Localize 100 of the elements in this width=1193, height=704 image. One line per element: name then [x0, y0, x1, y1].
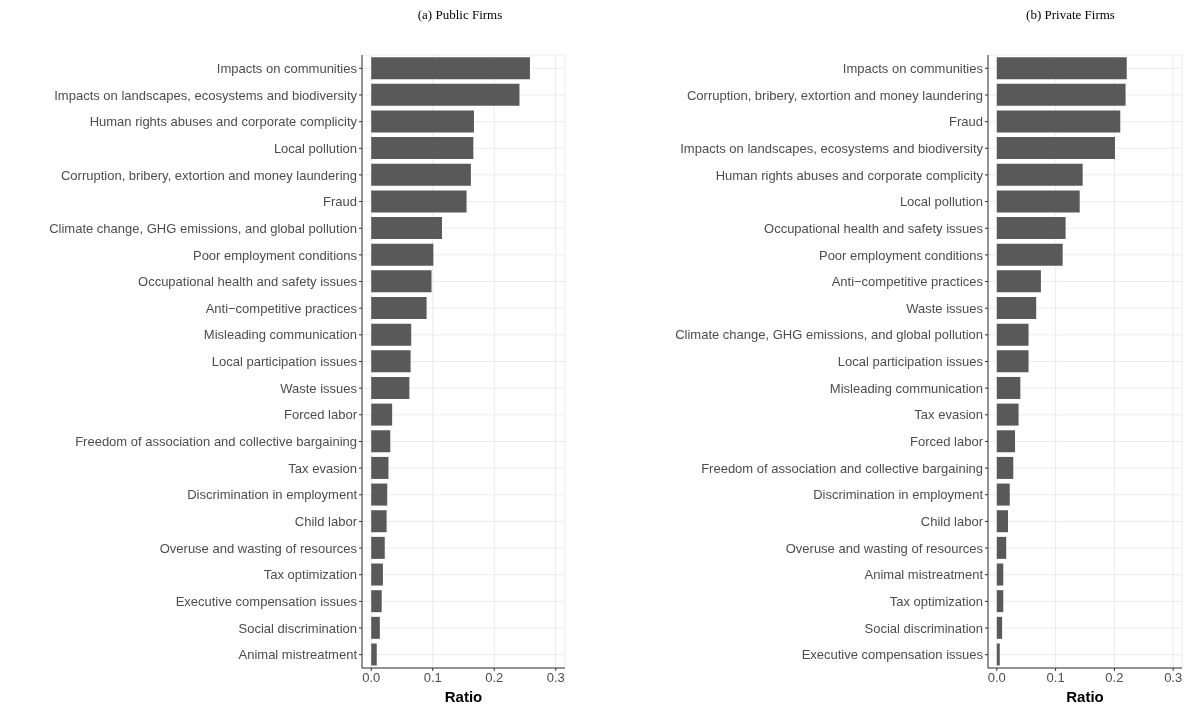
y-tick-label: Poor employment conditions: [192, 247, 358, 263]
bar: [371, 217, 442, 240]
bar: [371, 536, 385, 559]
bar: [371, 110, 474, 133]
y-tick-label: Local pollution: [899, 194, 983, 210]
bar: [371, 83, 520, 106]
y-tick-label: Occupational health and safety issues: [138, 274, 358, 290]
x-tick-label: 0.0: [987, 670, 1006, 686]
bar: [371, 137, 474, 160]
bar: [996, 616, 1003, 639]
bar: [996, 510, 1008, 533]
y-tick-label: Tax optimization: [263, 567, 357, 583]
bar: [996, 403, 1019, 426]
y-tick-label: Human rights abuses and corporate complicity: [89, 114, 358, 130]
y-tick-label: Fraud: [323, 194, 357, 210]
x-tick-label: 0.1: [423, 670, 442, 686]
y-tick-label: Freedom of association and collective bargaining: [75, 434, 357, 450]
y-tick-label: Forced labor: [910, 434, 984, 450]
bar: [996, 217, 1066, 240]
bar: [371, 57, 530, 80]
y-tick-label: Waste issues: [280, 380, 358, 396]
bar: [371, 590, 382, 613]
y-tick-label: Social discrimination: [238, 620, 357, 636]
bar: [996, 350, 1029, 373]
bar: [371, 163, 471, 186]
y-tick-label: Overuse and wasting of resources: [159, 540, 358, 556]
bar: [371, 563, 383, 586]
bar: [996, 190, 1080, 213]
y-tick-label: Misleading communication: [829, 380, 983, 396]
y-tick-label: Child labor: [920, 514, 984, 530]
y-tick-label: Discrimination in employment: [187, 487, 358, 503]
bar: [996, 456, 1014, 479]
y-tick-label: Executive compensation issues: [801, 647, 984, 663]
y-tick-label: Impacts on communities: [216, 60, 358, 76]
bar: [371, 643, 377, 666]
bar: [996, 563, 1004, 586]
x-axis-title: Ratio: [444, 688, 483, 704]
x-tick-label: 0.3: [1164, 670, 1183, 686]
bar: [371, 350, 411, 373]
x-tick-label: 0.2: [1105, 670, 1124, 686]
y-tick-label: Local participation issues: [837, 354, 984, 370]
bar: [371, 323, 412, 346]
bar: [371, 456, 389, 479]
y-tick-label: Poor employment conditions: [818, 247, 984, 263]
y-tick-label: Corruption, bribery, extortion and money laundering: [686, 87, 983, 103]
y-tick-label: Freedom of association and collective bargaining: [701, 460, 983, 476]
y-tick-label: Climate change, GHG emissions, and global pollution: [675, 327, 983, 343]
y-tick-label: Animal mistreatment: [864, 567, 984, 583]
y-tick-label: Discrimination in employment: [813, 487, 984, 503]
bar: [996, 643, 1000, 666]
y-tick-label: Child labor: [294, 514, 358, 530]
bar: [371, 376, 410, 399]
bar: [996, 430, 1016, 453]
y-tick-label: Executive compensation issues: [175, 593, 358, 609]
y-tick-label: Climate change, GHG emissions, and global pollution: [49, 220, 357, 236]
bar: [371, 243, 434, 266]
bar: [996, 590, 1004, 613]
bar: [371, 483, 388, 506]
y-tick-label: Impacts on landscapes, ecosystems and biodiversity: [680, 140, 984, 156]
x-tick-label: 0.3: [546, 670, 565, 686]
y-tick-label: Overuse and wasting of resources: [785, 540, 984, 556]
bar: [371, 190, 467, 213]
y-tick-label: Social discrimination: [864, 620, 983, 636]
bar: [996, 243, 1063, 266]
y-tick-label: Impacts on communities: [842, 60, 984, 76]
y-tick-label: Corruption, bribery, extortion and money laundering: [60, 167, 357, 183]
y-tick-label: Tax optimization: [889, 593, 983, 609]
y-tick-label: Local pollution: [273, 140, 357, 156]
y-tick-label: Animal mistreatment: [238, 647, 358, 663]
bar: [371, 430, 391, 453]
x-tick-label: 0.2: [485, 670, 504, 686]
x-tick-label: 0.0: [362, 670, 381, 686]
bar: [996, 536, 1007, 559]
bar: [996, 376, 1021, 399]
chart-title: (a) Public Firms: [416, 7, 504, 24]
chart-title: (b) Private Firms: [1025, 7, 1116, 24]
bar: [371, 403, 393, 426]
y-tick-label: Tax evasion: [914, 407, 983, 423]
bar: [371, 270, 432, 293]
x-tick-label: 0.1: [1046, 670, 1065, 686]
y-tick-label: Waste issues: [906, 300, 984, 316]
y-tick-label: Occupational health and safety issues: [764, 220, 984, 236]
bar: [996, 83, 1126, 106]
bar: [996, 137, 1115, 160]
y-tick-label: Fraud: [949, 114, 983, 130]
y-tick-label: Anti−competitive practices: [205, 300, 358, 316]
x-axis-title: Ratio: [1066, 688, 1104, 704]
bar: [996, 323, 1029, 346]
bar: [996, 163, 1083, 186]
bar: [371, 616, 380, 639]
y-tick-label: Human rights abuses and corporate complicity: [715, 167, 984, 183]
y-tick-label: Misleading communication: [203, 327, 357, 343]
y-tick-label: Anti−competitive practices: [831, 274, 984, 290]
bar: [371, 510, 387, 533]
bar: [996, 297, 1037, 319]
y-tick-label: Local participation issues: [211, 354, 358, 370]
y-tick-label: Tax evasion: [288, 460, 357, 476]
y-tick-label: Impacts on landscapes, ecosystems and biodiversity: [54, 87, 358, 103]
bar: [996, 110, 1121, 133]
bar: [371, 297, 427, 319]
